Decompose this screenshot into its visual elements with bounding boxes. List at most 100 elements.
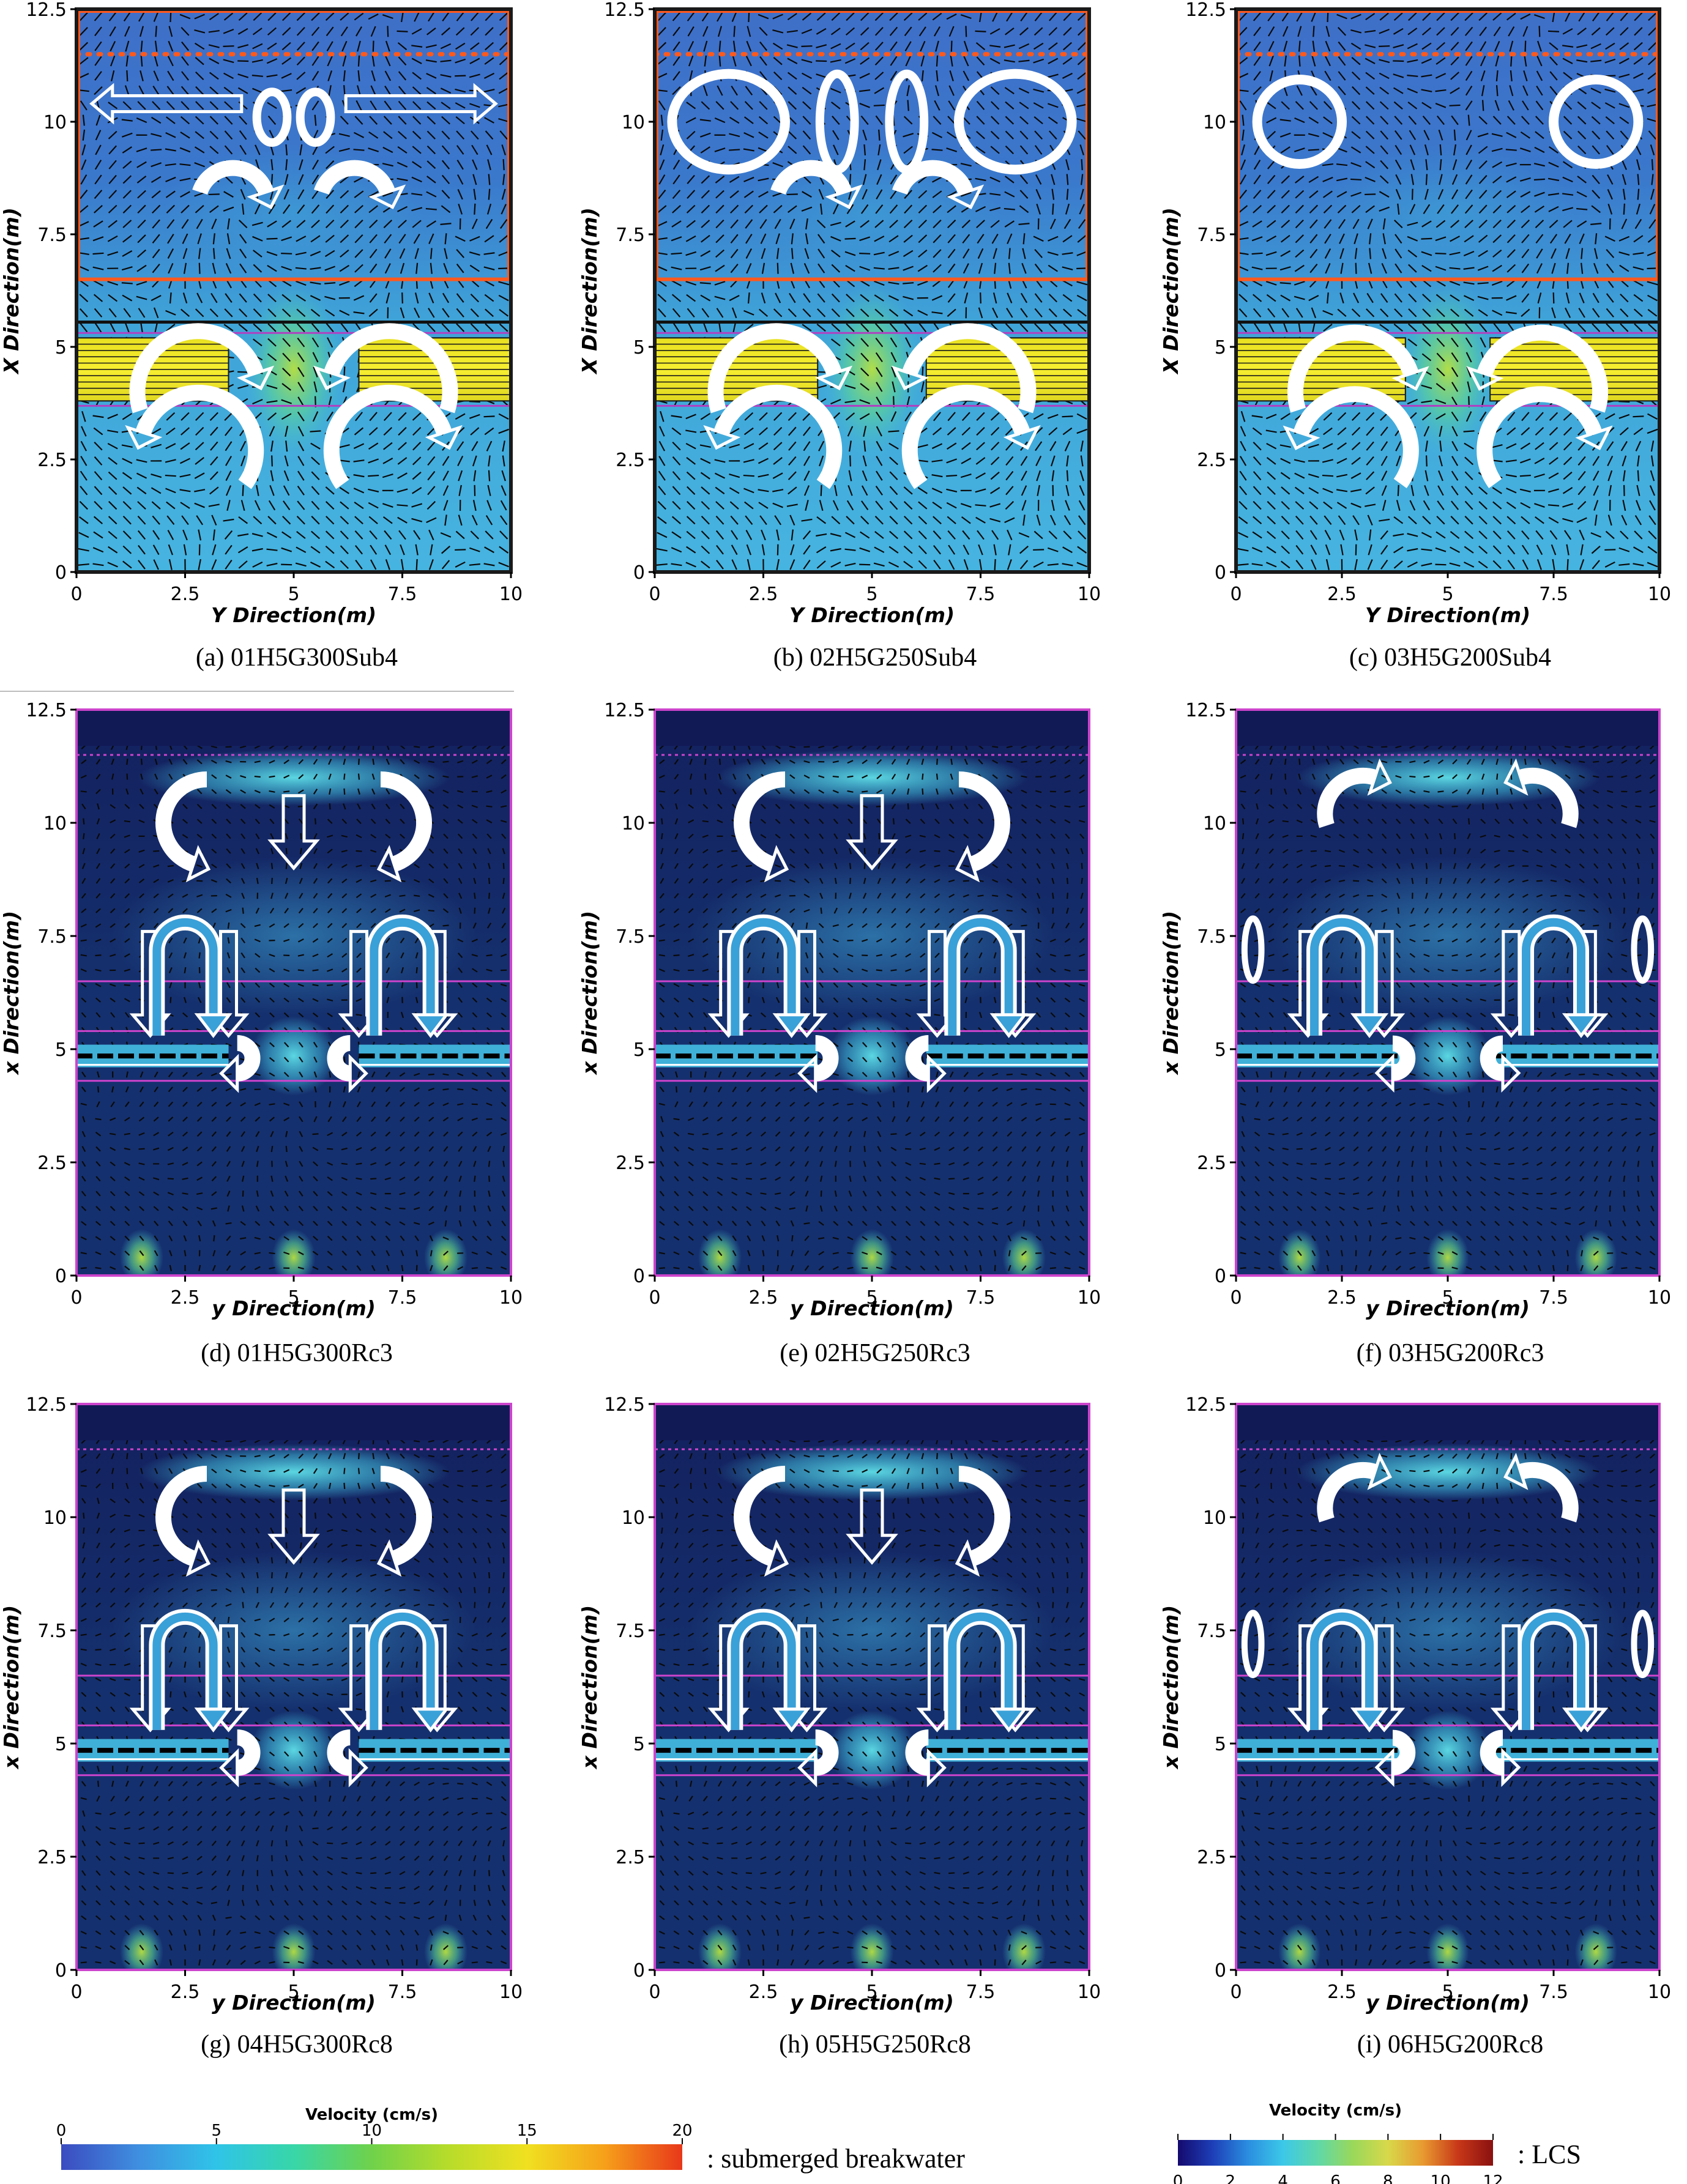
offshore-eddy-arrow — [155, 771, 211, 883]
panel-caption: (g) 04H5G300Rc8 — [201, 2030, 393, 2059]
eddy-arrow-nearshore — [1466, 324, 1609, 413]
x-tick-label: 5 — [288, 1287, 299, 1309]
zone-lines — [655, 1404, 1089, 1777]
offshore-eddy-arrow — [1503, 758, 1579, 828]
tip-eddy-arrow — [797, 1034, 839, 1093]
x-tick-label: 10 — [1078, 1287, 1101, 1309]
y-tick-label: 2.5 — [1197, 1847, 1226, 1868]
velocity-field — [76, 710, 511, 1276]
gap-glow — [1405, 1016, 1491, 1096]
panel-caption: (d) 01H5G300Rc3 — [201, 1339, 393, 1367]
y-tick-label: 12.5 — [26, 0, 67, 21]
legend-label: : LCS — [1518, 2139, 1581, 2169]
offshore-eddy-arrow — [734, 1466, 789, 1577]
x-tick-label: 7.5 — [388, 1982, 417, 2003]
x-tick-label: 10 — [1648, 1982, 1671, 2003]
tip-eddy-arrow — [327, 1034, 368, 1093]
colorbar — [1178, 2140, 1493, 2166]
offshore-eddy — [1549, 75, 1644, 169]
circulation-arrows — [89, 83, 498, 489]
y-tick-label: 5 — [55, 337, 67, 358]
panel-a: 0 2.5 5 7.5 10 0 2.5 5 7.5 10 12.5 Y Direction(m) X … — [0, 0, 523, 672]
small-eddy — [815, 69, 859, 174]
offshore-band — [76, 710, 511, 746]
y-tick-label: 0 — [633, 1266, 645, 1287]
jet-glow — [819, 279, 925, 459]
x-tick-label: 10 — [1648, 584, 1671, 605]
colorbar-tick-label: 4 — [1278, 2172, 1288, 2184]
y-tick-label: 2.5 — [37, 1847, 67, 1868]
x-tick-label: 0 — [649, 1982, 660, 2003]
offshore-down-arrow — [846, 794, 898, 871]
panel-h: 0 2.5 5 7.5 10 0 2.5 5 7.5 10 12.5 y Direction(m) x … — [578, 1394, 1101, 2059]
y-tick-label: 5 — [633, 1039, 645, 1061]
panel-b: 0 2.5 5 7.5 10 0 2.5 5 7.5 10 12.5 Y Direction(m) X … — [578, 0, 1101, 672]
y-tick-label: 2.5 — [616, 450, 645, 471]
x-axis-label: Y Direction(m) — [211, 603, 376, 627]
offshore-band — [655, 1404, 1089, 1441]
axis-ticks: 0 2.5 5 7.5 10 0 2.5 5 7.5 10 12.5 — [26, 1394, 523, 2003]
y-axis-label: X Direction(m) — [0, 207, 23, 375]
shore-glow — [850, 1923, 894, 1970]
y-tick-label: 5 — [1215, 337, 1226, 358]
axis-ticks: 0 2.5 5 7.5 10 0 2.5 5 7.5 10 12.5 — [1185, 700, 1671, 1309]
y-tick-label: 5 — [633, 337, 645, 358]
circulation-arrows — [129, 771, 458, 1093]
offshore-down-arrow — [267, 794, 320, 871]
y-tick-label: 10 — [1203, 112, 1226, 133]
eddy-arrow-offshore — [770, 160, 863, 210]
panel-caption: (a) 01H5G300Sub4 — [196, 644, 398, 672]
arch-arrow — [1306, 1608, 1389, 1733]
axis-ticks: 0 2.5 5 7.5 10 0 2.5 5 7.5 10 12.5 — [604, 0, 1101, 605]
x-tick-label: 10 — [1078, 584, 1101, 605]
legend-title: Velocity (cm/s) — [305, 2106, 438, 2124]
tip-eddy-arrow — [905, 1729, 947, 1788]
y-tick-label: 0 — [55, 1960, 67, 1982]
y-tick-label: 5 — [55, 1734, 67, 1755]
velocity-field — [1236, 710, 1659, 1276]
arch-arrow — [727, 1608, 811, 1733]
eddy-arrow-offshore — [192, 160, 285, 210]
x-tick-label: 10 — [499, 1287, 523, 1309]
panel-caption: (b) 02H5G250Sub4 — [773, 644, 977, 672]
small-eddy — [885, 69, 929, 174]
gap-glow — [250, 1016, 337, 1096]
breakwater — [655, 1739, 1089, 1762]
arch-arrow — [149, 1608, 233, 1733]
y-tick-label: 10 — [622, 112, 645, 133]
offshore-band — [76, 1404, 511, 1441]
upper-glow — [137, 749, 450, 806]
circulation-arrows — [1252, 75, 1644, 489]
upper-glow — [715, 1443, 1029, 1501]
eddy-arrow-lower — [125, 384, 264, 489]
x-tick-label: 7.5 — [388, 1287, 417, 1309]
colorbar — [61, 2144, 682, 2170]
x-tick-label: 2.5 — [749, 1982, 778, 2003]
x-axis-label: y Direction(m) — [212, 1296, 376, 1320]
arch-arrow — [366, 1608, 450, 1733]
circulation-arrows — [1241, 758, 1655, 1093]
y-tick-label: 0 — [1215, 562, 1226, 584]
x-tick-label: 0 — [70, 584, 82, 605]
offshore-eddy-arrow — [733, 771, 789, 883]
eddy-arrow-nearshore — [707, 324, 853, 414]
y-tick-label: 7.5 — [1197, 1621, 1226, 1642]
tip-eddy-arrow — [219, 1729, 261, 1788]
y-tick-label: 10 — [43, 112, 67, 133]
y-tick-label: 10 — [622, 1507, 645, 1529]
eddy-arrow-lower — [323, 384, 463, 489]
vector-grid — [80, 1408, 507, 1966]
panel-e: 0 2.5 5 7.5 10 0 2.5 5 7.5 10 12.5 y Direction(m) x … — [578, 700, 1101, 1367]
x-axis-label: y Direction(m) — [790, 1296, 954, 1320]
circulation-arrows — [667, 69, 1077, 489]
arch-arrow — [944, 914, 1028, 1038]
y-tick-label: 0 — [55, 562, 67, 584]
velocity-field — [655, 9, 1089, 572]
zone-lines — [76, 710, 511, 1082]
x-tick-label: 10 — [499, 1982, 523, 2003]
legends: Velocity (cm/s)0 5 10 15 20: submerged break… — [56, 2101, 1581, 2184]
x-tick-label: 7.5 — [966, 584, 996, 605]
y-tick-label: 7.5 — [616, 1621, 645, 1642]
gap-glow — [1405, 1710, 1491, 1790]
x-tick-label: 7.5 — [1539, 584, 1568, 605]
